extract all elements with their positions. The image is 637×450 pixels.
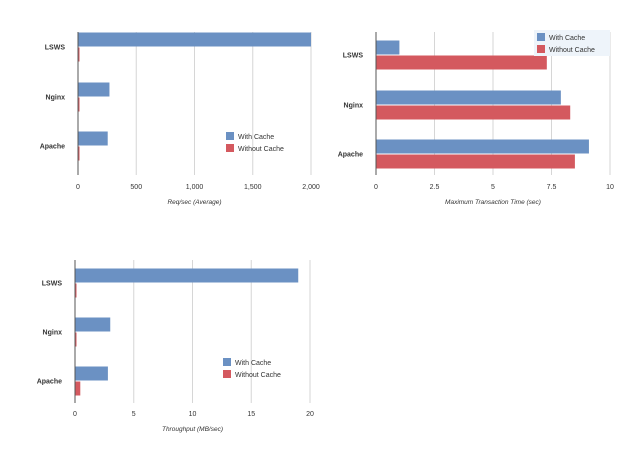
category-label: LSWS — [45, 45, 66, 52]
category-label: LSWS — [343, 53, 364, 60]
bar-without-cache — [78, 47, 80, 62]
legend-swatch — [537, 45, 545, 53]
legend-background — [534, 30, 610, 56]
bar-with-cache — [78, 82, 110, 97]
x-tick-label: 0 — [73, 411, 77, 418]
legend-label: With Cache — [235, 360, 271, 367]
x-tick-label: 10 — [606, 184, 614, 191]
x-tick-label: 1,500 — [244, 184, 262, 191]
x-tick-label: 2.5 — [430, 184, 440, 191]
legend: With Cache Without Cache — [226, 132, 284, 153]
legend-swatch — [537, 33, 545, 41]
category-label: Apache — [338, 152, 363, 159]
bar-with-cache — [75, 317, 111, 332]
legend-label: Without Cache — [549, 47, 595, 54]
bar-without-cache — [75, 332, 77, 347]
x-tick-label: 5 — [132, 411, 136, 418]
legend-label: Without Cache — [235, 372, 281, 379]
category-label: Nginx — [43, 330, 63, 337]
x-axis-label: Throughput (MB/sec) — [162, 426, 223, 433]
bar-with-cache — [376, 40, 400, 55]
bar-without-cache — [376, 154, 575, 169]
x-tick-label: 0 — [374, 184, 378, 191]
x-tick-label: 2,000 — [302, 184, 320, 191]
bar-without-cache — [376, 55, 547, 70]
bar-without-cache — [376, 105, 571, 120]
legend-swatch — [223, 370, 231, 378]
bar-without-cache — [75, 381, 81, 396]
legend-swatch — [226, 144, 234, 152]
bar-with-cache — [376, 90, 561, 105]
x-tick-label: 7.5 — [547, 184, 557, 191]
category-label: Nginx — [344, 103, 364, 110]
legend: With Cache Without Cache — [223, 358, 281, 379]
bar-with-cache — [376, 139, 589, 154]
x-tick-label: 1,000 — [186, 184, 204, 191]
legend-label: With Cache — [238, 134, 274, 141]
x-tick-label: 15 — [247, 411, 255, 418]
chart-1: 0 500 1,000 1,500 2,000 LSWS Nginx Apache Req/se… — [40, 32, 320, 206]
x-axis-label: Maximum Transaction Time (sec) — [445, 199, 541, 206]
bar-without-cache — [78, 146, 80, 161]
x-tick-label: 0 — [76, 184, 80, 191]
legend-swatch — [223, 358, 231, 366]
x-axis-label: Req/sec (Average) — [167, 199, 221, 206]
x-tick-label: 5 — [491, 184, 495, 191]
category-label: Apache — [40, 144, 65, 151]
legend-label: Without Cache — [238, 146, 284, 153]
bar-without-cache — [75, 283, 77, 298]
bar-with-cache — [78, 131, 108, 146]
category-label: Apache — [37, 379, 62, 386]
bar-without-cache — [78, 97, 80, 112]
legend-swatch — [226, 132, 234, 140]
chart-3: 0 5 10 15 20 LSWS Nginx Apache Throughput (MB/se… — [37, 260, 314, 433]
x-tick-label: 10 — [189, 411, 197, 418]
legend: With Cache Without Cache — [534, 30, 610, 56]
category-label: LSWS — [42, 281, 63, 288]
category-label: Nginx — [46, 95, 66, 102]
x-tick-label: 500 — [130, 184, 142, 191]
bar-with-cache — [75, 366, 108, 381]
bar-with-cache — [78, 32, 311, 47]
legend-label: With Cache — [549, 35, 585, 42]
chart-2: 0 2.5 5 7.5 10 LSWS Nginx Apache Maximum Transac… — [338, 30, 614, 206]
bar-with-cache — [75, 268, 299, 283]
x-tick-label: 20 — [306, 411, 314, 418]
